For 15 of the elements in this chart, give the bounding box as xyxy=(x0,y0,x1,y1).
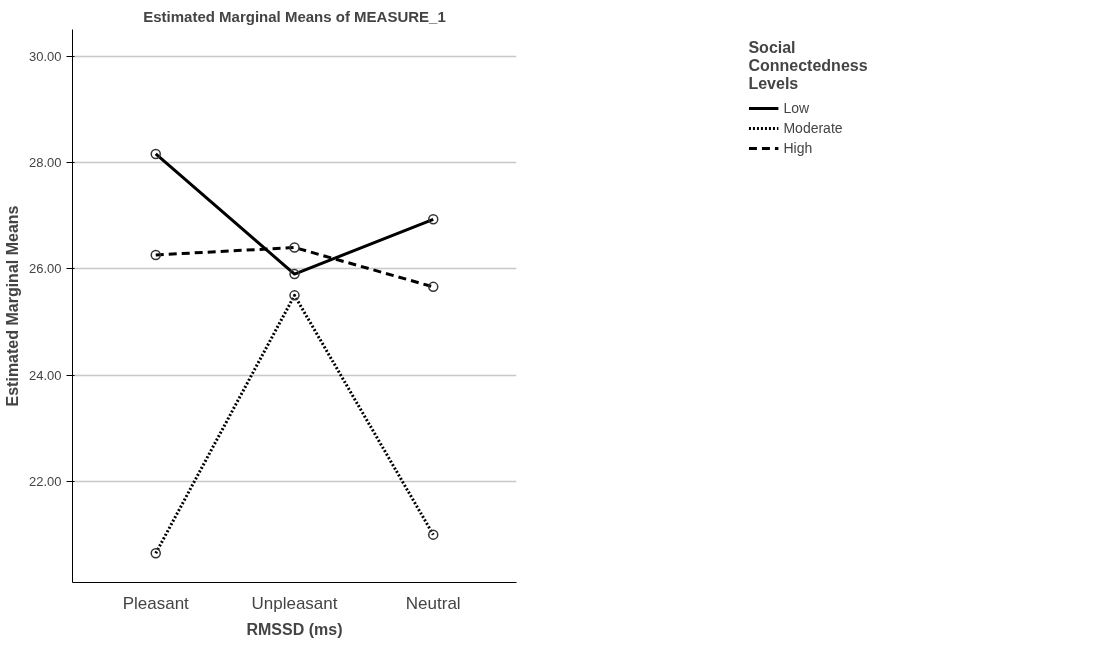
x-tick-label: Unpleasant xyxy=(251,593,338,613)
y-tick-label: 26.00 xyxy=(28,261,62,277)
legend-title: Social Connectedness Levels xyxy=(748,39,868,93)
legend-label: Moderate xyxy=(783,120,843,136)
x-axis-title: RMSSD (ms) xyxy=(246,620,343,638)
y-tick-label: 24.00 xyxy=(28,367,62,383)
legend-label: High xyxy=(783,140,813,156)
y-tick-label: 28.00 xyxy=(28,154,62,170)
y-tick-label: 30.00 xyxy=(28,48,62,64)
chart-title: Estimated Marginal Means of MEASURE_1 xyxy=(143,7,446,25)
legend-label: Low xyxy=(783,100,810,116)
x-tick-label: Neutral xyxy=(405,593,461,613)
y-tick-label: 22.00 xyxy=(28,473,62,489)
x-tick-label: Pleasant xyxy=(122,593,190,613)
y-axis-title: Estimated Marginal Means xyxy=(3,205,21,407)
